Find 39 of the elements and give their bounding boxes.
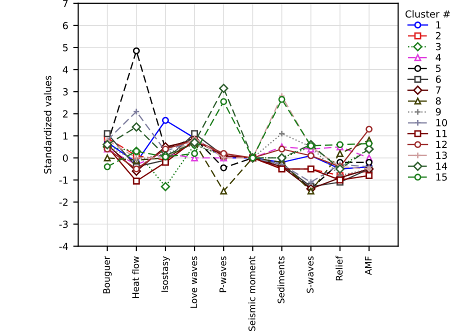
y-tick-label: -1 <box>59 176 68 184</box>
y-tick-label: 3 <box>63 88 68 96</box>
legend-label: 3 <box>436 42 441 50</box>
legend-label: 1 <box>436 21 441 28</box>
y-tick-label: 4 <box>62 66 68 74</box>
legend-label: 9 <box>436 108 441 116</box>
x-tick-label: Seismic moment <box>248 256 256 331</box>
y-tick-label: -3 <box>59 220 68 228</box>
legend-label: 6 <box>436 76 441 83</box>
legend-label: 12 <box>436 140 447 148</box>
y-tick-label: 5 <box>63 44 68 52</box>
legend-label: 10 <box>436 119 447 126</box>
legend-label: 11 <box>436 130 447 138</box>
x-tick-label: Love waves <box>190 256 198 308</box>
y-tick-label: -2 <box>59 198 68 206</box>
y-tick-label: 2 <box>63 110 68 118</box>
legend-label: 4 <box>436 54 441 62</box>
x-tick-label: AMF <box>364 256 372 276</box>
y-tick-label: -4 <box>59 242 68 250</box>
legend-label: 2 <box>436 32 440 40</box>
x-tick-label: P-waves <box>220 256 226 292</box>
x-tick-label: Sediments <box>277 256 284 304</box>
y-tick-label: 0 <box>62 154 68 162</box>
legend-label: 5 <box>436 64 441 72</box>
legend-label: 7 <box>436 86 441 94</box>
legend-title: Cluster # <box>406 10 450 18</box>
y-tick-label: 1 <box>63 132 68 140</box>
x-tick-label: Heat flow <box>132 256 139 298</box>
legend-label: 15 <box>436 173 447 181</box>
y-tick-label: 6 <box>62 22 68 30</box>
y-tick-label: 7 <box>63 0 68 8</box>
x-tick-label: Isostasy <box>161 256 170 292</box>
legend-label: 8 <box>436 97 441 105</box>
y-axis-title: Standardized values <box>44 76 52 174</box>
x-tick-label: S-waves <box>306 256 314 293</box>
legend-label: 14 <box>436 162 448 170</box>
legend-label: 13 <box>436 152 447 159</box>
x-tick-label: Bouguer <box>103 256 112 294</box>
x-tick-label: Relief <box>336 256 343 280</box>
